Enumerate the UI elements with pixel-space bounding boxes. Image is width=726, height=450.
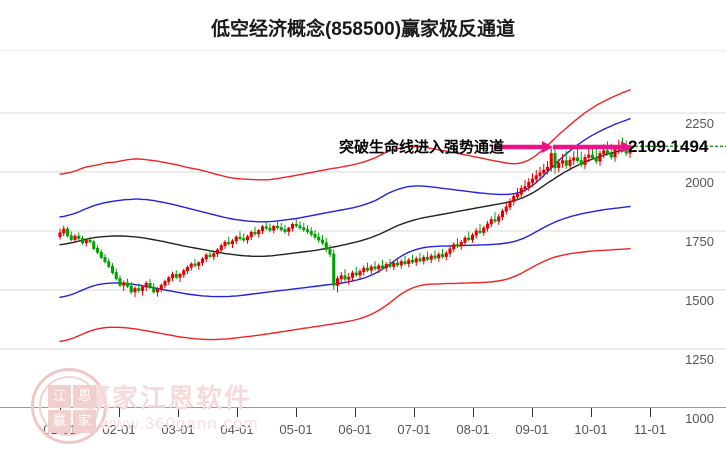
x-axis-tick-mark: [237, 408, 238, 417]
x-axis-tick-mark: [532, 408, 533, 417]
x-axis-tick: 01-01: [43, 422, 77, 437]
x-axis-tick-mark: [414, 408, 415, 417]
x-axis-tick: 02-01: [102, 422, 136, 437]
x-axis-tick-mark: [296, 408, 297, 417]
x-axis-tick: 06-01: [338, 422, 372, 437]
last-price-label: 2109.1494: [628, 137, 709, 156]
x-axis-tick: 07-01: [397, 422, 431, 437]
y-axis-tick: 1250: [685, 352, 714, 367]
y-axis-tick: 1000: [685, 411, 714, 426]
x-axis-tick: 09-01: [515, 422, 549, 437]
y-axis-tick: 1500: [685, 293, 714, 308]
x-axis-tick-mark: [60, 408, 61, 417]
x-axis-tick: 03-01: [161, 422, 195, 437]
x-axis-tick: 10-01: [574, 422, 608, 437]
x-axis-tick: 05-01: [279, 422, 313, 437]
y-axis-tick: 1750: [685, 234, 714, 249]
x-axis-tick: 04-01: [220, 422, 254, 437]
y-axis-tick: 2000: [685, 175, 714, 190]
page-title: 低空经济概念(858500)赢家极反通道: [210, 19, 516, 40]
x-axis-tick-mark: [473, 408, 474, 417]
x-axis-tick: 11-01: [633, 422, 667, 437]
breakout-annotation: 突破生命线进入强势通道: [339, 139, 505, 156]
x-axis-tick-mark: [355, 408, 356, 417]
x-axis-tick: 08-01: [456, 422, 490, 437]
x-axis-tick-mark: [119, 408, 120, 417]
x-axis-tick-mark: [650, 408, 651, 417]
x-axis-tick-mark: [178, 408, 179, 417]
plot-area: [0, 50, 726, 408]
x-axis-tick-mark: [591, 408, 592, 417]
plot-svg: [0, 50, 726, 408]
y-axis-tick: 2250: [685, 116, 714, 131]
